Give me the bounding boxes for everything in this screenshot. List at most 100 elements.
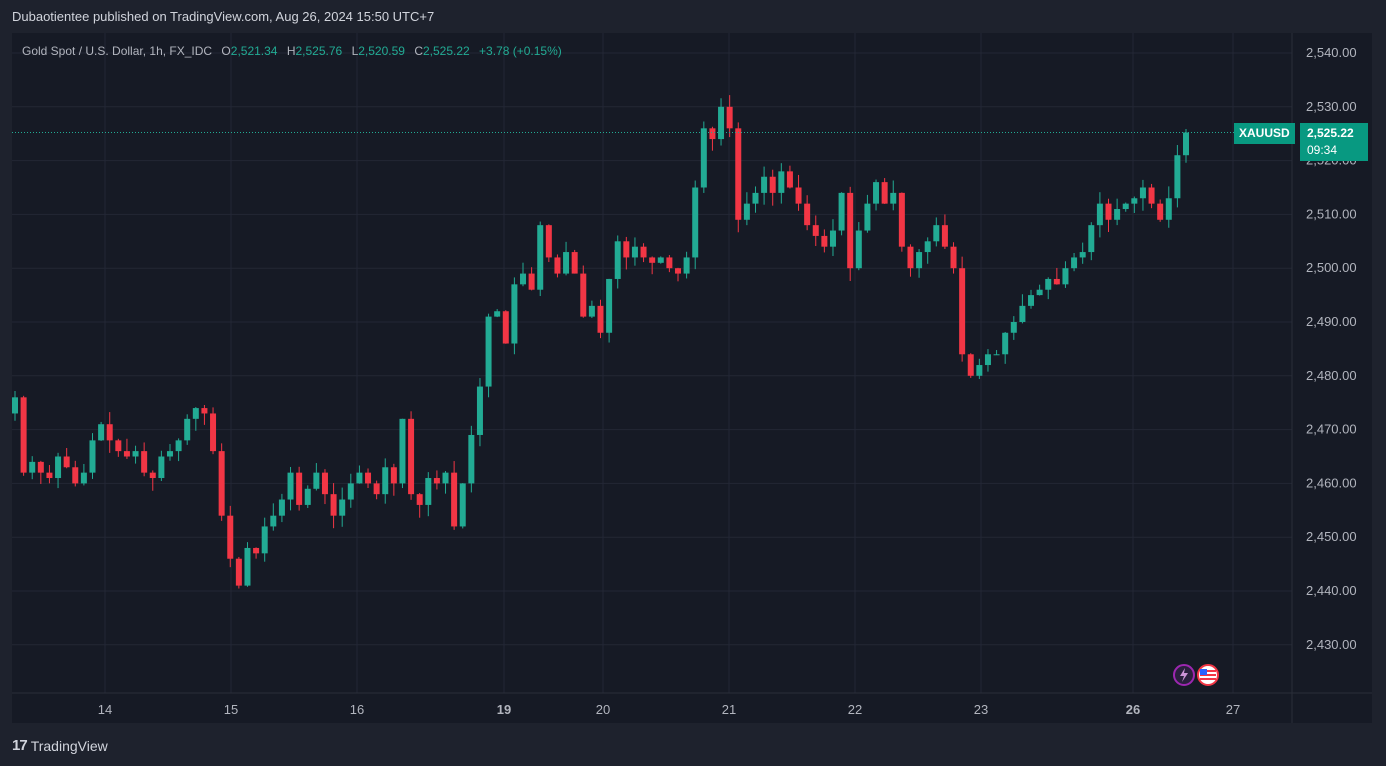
candle-body — [571, 252, 578, 274]
candle-body — [1028, 295, 1035, 306]
candle-body — [864, 203, 871, 231]
candle-body — [1053, 278, 1060, 285]
candle-body — [1088, 225, 1095, 253]
candle-body — [227, 515, 234, 559]
candle-body — [1002, 332, 1009, 355]
candle-body — [881, 182, 888, 204]
x-tick-label: 15 — [224, 702, 238, 717]
candle-body — [278, 499, 285, 516]
x-tick-label: 14 — [98, 702, 112, 717]
candle-body — [941, 225, 948, 247]
candle-body — [313, 472, 320, 489]
candle-body — [132, 451, 139, 457]
candle-body — [700, 128, 707, 188]
candle-body — [666, 257, 673, 269]
candle-body — [631, 246, 638, 258]
candle-body — [442, 472, 449, 484]
candle-body — [855, 230, 862, 269]
chart-background — [12, 33, 1372, 723]
candle-body — [46, 472, 53, 479]
publish-info: Dubaotientee published on TradingView.co… — [12, 9, 435, 24]
candle-body — [916, 252, 923, 269]
candle-body — [967, 354, 974, 376]
candle-body — [1174, 155, 1181, 199]
candle-body — [123, 451, 130, 457]
candle-body — [786, 171, 793, 188]
high-key: H — [286, 44, 296, 58]
candle-body — [838, 192, 845, 231]
tv-logo-icon: 17 — [12, 737, 28, 754]
ohlc-legend: Gold Spot / U.S. Dollar, 1h, FX_IDC O2,5… — [22, 44, 562, 58]
candle-body — [597, 305, 604, 333]
us-flag-icon[interactable] — [1197, 664, 1219, 686]
candle-body — [106, 424, 113, 441]
x-tick-label: 23 — [974, 702, 988, 717]
chart-panel[interactable]: 2,540.002,530.002,520.002,510.002,500.00… — [12, 33, 1372, 723]
candle-body — [545, 225, 552, 258]
candle-body — [984, 354, 991, 366]
candle-body — [365, 472, 372, 484]
candle-body — [588, 305, 595, 317]
candle-body — [244, 547, 251, 586]
candle-body — [55, 456, 62, 479]
candle-body — [778, 171, 785, 193]
y-tick-label: 2,530.00 — [1306, 99, 1357, 114]
candle-body — [485, 316, 492, 387]
candle-body — [924, 241, 931, 253]
candle-body — [476, 386, 483, 435]
candle-body — [649, 257, 656, 263]
candle-body — [356, 472, 363, 484]
candle-body — [657, 257, 664, 263]
candle-body — [149, 472, 156, 479]
candle-body — [873, 182, 880, 204]
ticker-label: XAUUSD — [1234, 123, 1295, 144]
x-tick-label: 19 — [497, 702, 511, 717]
candle-body — [976, 365, 983, 376]
candle-body — [296, 472, 303, 505]
x-tick-label: 27 — [1226, 702, 1240, 717]
y-tick-label: 2,470.00 — [1306, 422, 1357, 437]
candle-body — [761, 176, 768, 193]
candle-body — [373, 483, 380, 495]
lightning-icon[interactable] — [1173, 664, 1195, 686]
candle-body — [511, 284, 518, 344]
candle-body — [63, 456, 70, 468]
candle-body — [890, 192, 897, 204]
candle-body — [1096, 203, 1103, 226]
candle-body — [451, 472, 458, 527]
candle-body — [425, 478, 432, 505]
symbol-description: Gold Spot / U.S. Dollar, 1h, FX_IDC — [22, 44, 213, 58]
candle-body — [89, 440, 96, 473]
open-key: O — [221, 44, 231, 58]
tradingview-logo[interactable]: 17 TradingView — [12, 737, 108, 754]
candle-body — [1019, 305, 1026, 322]
candle-body — [795, 187, 802, 204]
candle-body — [674, 268, 681, 274]
candle-body — [192, 408, 199, 419]
candle-body — [812, 225, 819, 236]
open-value: 2,521.34 — [230, 44, 278, 58]
candle-body — [743, 203, 750, 220]
candle-body — [1157, 203, 1164, 220]
candle-body — [1045, 278, 1052, 290]
bar-countdown: 09:34 — [1307, 143, 1338, 157]
candle-body — [614, 241, 621, 279]
low-value: 2,520.59 — [358, 44, 405, 58]
candlestick-chart[interactable]: 2,540.002,530.002,520.002,510.002,500.00… — [12, 33, 1372, 723]
candle-body — [270, 515, 277, 527]
candle-body — [554, 257, 561, 274]
candle-body — [235, 558, 242, 586]
candle-body — [640, 246, 647, 258]
brand-name: TradingView — [30, 737, 108, 754]
events-markers[interactable] — [1171, 662, 1223, 688]
candle-body — [1165, 198, 1172, 220]
candle-body — [408, 418, 415, 495]
change-value: +3.78 (+0.15%) — [479, 44, 562, 58]
candle-body — [98, 424, 105, 441]
y-tick-label: 2,460.00 — [1306, 475, 1357, 490]
candle-body — [769, 176, 776, 193]
candle-body — [829, 230, 836, 247]
candle-body — [1183, 132, 1189, 156]
candle-body — [1071, 257, 1078, 269]
candle-body — [416, 494, 423, 505]
